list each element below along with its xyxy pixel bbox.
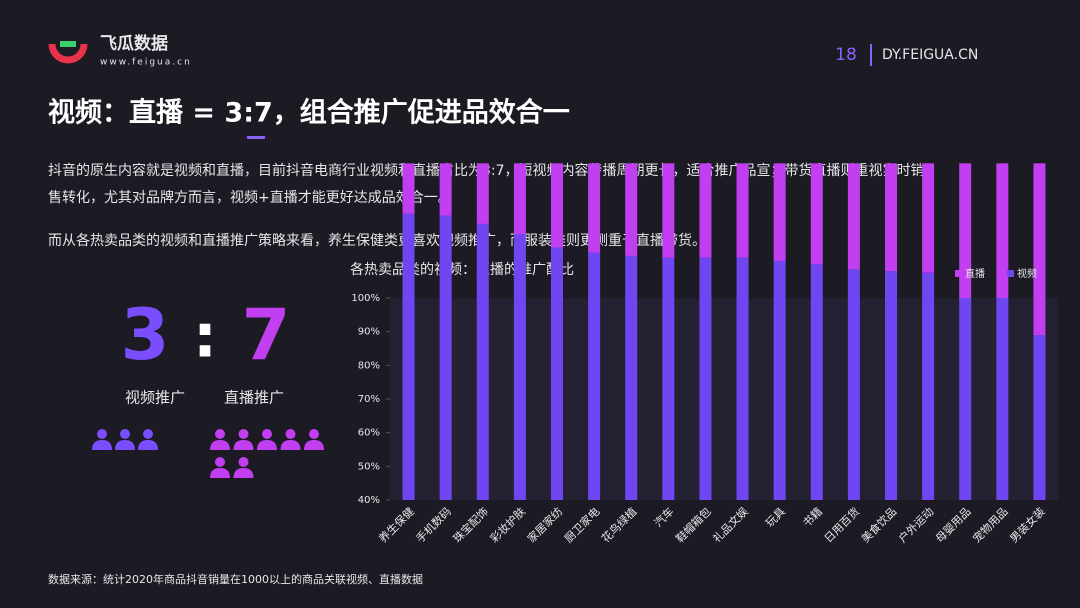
bar-segment xyxy=(736,257,749,500)
paragraph-line: 而从各热卖品类的视频和直播推广策略来看，养生保健类更喜欢视频推广，而服装类则更侧… xyxy=(48,232,706,249)
slide-title: 视频：直播 = 3:7，组合推广促进品效合一 xyxy=(48,97,570,129)
bar-segment xyxy=(699,257,712,500)
person-icon-body xyxy=(280,440,301,450)
title-underline xyxy=(247,136,265,139)
ratio-right: 7 xyxy=(242,294,291,376)
ratio-separator: : xyxy=(193,302,217,372)
person-icon-body xyxy=(138,440,158,450)
bar-segment xyxy=(588,252,601,500)
y-tick-label: 100% xyxy=(351,293,380,304)
bar-segment xyxy=(476,163,489,224)
chart-title: 各热卖品类的视频：直播的推广配比 xyxy=(350,261,574,278)
person-icon-head xyxy=(215,429,225,439)
bar-segment xyxy=(402,163,415,214)
y-tick-label: 80% xyxy=(358,360,380,371)
bar-segment xyxy=(773,260,786,500)
bar-segment xyxy=(699,163,712,258)
person-icon-body xyxy=(210,468,230,478)
page-number: 18 xyxy=(835,45,857,65)
bar-segment xyxy=(1033,163,1046,336)
person-icon-body xyxy=(257,440,277,450)
y-tick-label: 60% xyxy=(358,428,380,439)
y-tick-label: 90% xyxy=(358,327,380,338)
bar-segment xyxy=(402,213,415,501)
person-icon-body xyxy=(304,440,324,450)
bar-segment xyxy=(885,271,897,500)
person-icon-body xyxy=(92,440,112,450)
bar-segment xyxy=(959,298,972,500)
person-icon-head xyxy=(143,429,153,439)
bar-segment xyxy=(551,163,563,248)
bar-segment xyxy=(439,215,452,500)
person-icon-head xyxy=(238,429,249,439)
bar-segment xyxy=(810,264,823,500)
bar-segment xyxy=(810,163,823,265)
bar-segment xyxy=(1033,335,1046,500)
person-icon-head xyxy=(238,457,249,467)
person-icon-head xyxy=(262,429,272,439)
person-icon-head xyxy=(285,429,296,439)
logo-text: 飞瓜数据 xyxy=(100,33,168,54)
bar-segment xyxy=(996,298,1009,500)
plot-area xyxy=(390,298,1058,500)
bar-segment xyxy=(588,163,601,253)
ratio-right-label: 直播推广 xyxy=(224,389,284,407)
bar-segment xyxy=(662,257,675,500)
bar-segment xyxy=(922,272,935,500)
paragraph-line: 售转化，尤其对品牌方而言，视频+直播才能更好达成品效合一。 xyxy=(48,189,452,206)
legend-label: 视频 xyxy=(1017,267,1037,280)
ratio-left-label: 视频推广 xyxy=(125,389,185,407)
bar-segment xyxy=(551,247,563,500)
bar-segment xyxy=(959,163,972,298)
bar-segment xyxy=(662,163,675,258)
bar-segment xyxy=(513,234,526,501)
bar-segment xyxy=(773,163,786,261)
person-icon-head xyxy=(309,429,319,439)
y-tick-label: 40% xyxy=(358,495,380,506)
bar-segment xyxy=(736,163,749,258)
logo-icon xyxy=(48,43,88,64)
person-icon-body xyxy=(210,440,230,450)
y-tick-label: 70% xyxy=(358,394,380,405)
bar-segment xyxy=(996,163,1009,298)
person-icon-head xyxy=(215,457,225,467)
site: DY.FEIGUA.CN xyxy=(882,47,978,63)
bar-segment xyxy=(847,269,860,500)
bar-segment xyxy=(625,255,638,500)
person-icon-body xyxy=(233,440,254,450)
bar-segment xyxy=(922,163,935,273)
person-icon-body xyxy=(115,440,135,450)
logo-url: www.feigua.cn xyxy=(100,58,192,68)
bar-segment xyxy=(625,163,638,256)
person-icon-body xyxy=(233,468,254,478)
legend-swatch xyxy=(955,270,962,277)
bar-segment xyxy=(847,163,860,270)
bar-segment xyxy=(476,223,489,500)
bar-segment xyxy=(439,163,452,216)
y-tick-label: 50% xyxy=(358,461,380,472)
legend-swatch xyxy=(1007,270,1014,277)
ratio-left: 3 xyxy=(121,294,170,376)
bar-segment xyxy=(513,163,526,235)
footnote: 数据来源：统计2020年商品抖音销量在1000以上的商品关联视频、直播数据 xyxy=(48,572,423,586)
legend-label: 直播 xyxy=(965,267,985,280)
person-icon-head xyxy=(97,429,107,439)
person-icon-head xyxy=(120,429,130,439)
bar-segment xyxy=(885,163,897,272)
